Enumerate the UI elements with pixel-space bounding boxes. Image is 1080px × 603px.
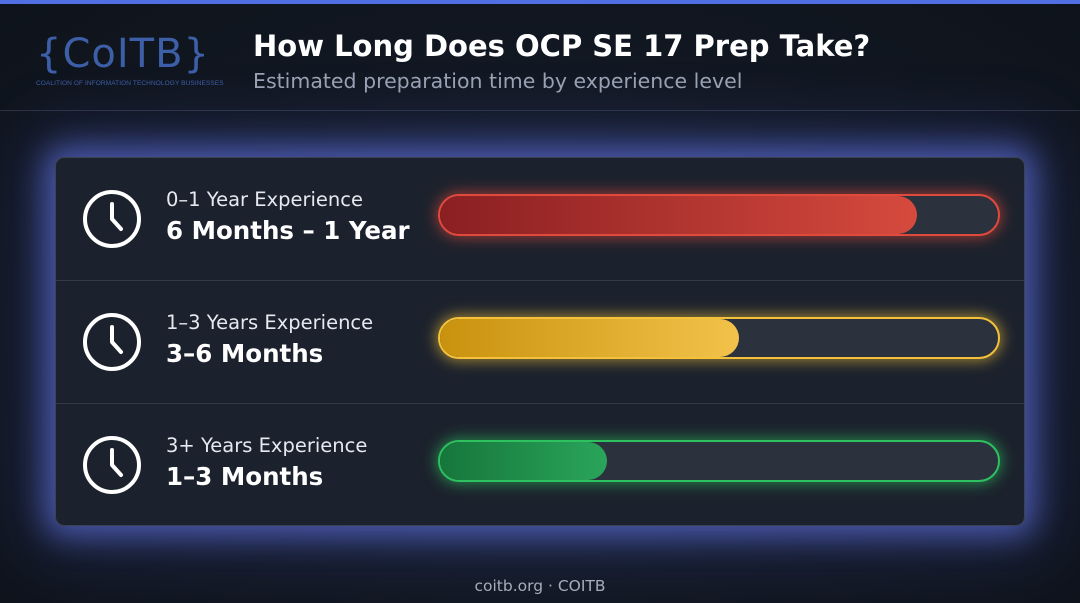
- logo-mark: {CoITB}: [36, 31, 210, 77]
- experience-label: 0–1 Year Experience: [166, 188, 363, 211]
- experience-label: 1–3 Years Experience: [166, 311, 374, 334]
- progress-bar-track: [438, 194, 1000, 236]
- footer-text: coitb.org · COITB: [474, 577, 606, 595]
- top-accent-bar: [0, 0, 1080, 4]
- clock-icon: [83, 436, 141, 494]
- logo-tagline: COALITION OF INFORMATION TECHNOLOGY BUSI…: [36, 80, 224, 87]
- experience-row: 3+ Years Experience 1–3 Months: [56, 403, 1024, 525]
- page-subtitle: Estimated preparation time by experience…: [253, 69, 743, 93]
- experience-panel: 0–1 Year Experience 6 Months – 1 Year 1–…: [55, 157, 1025, 526]
- progress-bar-fill: [440, 319, 739, 357]
- progress-bar-fill: [440, 442, 608, 480]
- progress-bar-track: [438, 440, 1000, 482]
- experience-label: 3+ Years Experience: [166, 434, 368, 457]
- experience-row: 0–1 Year Experience 6 Months – 1 Year: [56, 158, 1024, 281]
- progress-bar-fill: [440, 196, 918, 234]
- prep-time-value: 3–6 Months: [166, 339, 324, 368]
- clock-icon: [83, 190, 141, 248]
- header-divider: [0, 110, 1080, 111]
- clock-icon: [83, 313, 141, 371]
- prep-time-value: 1–3 Months: [166, 462, 324, 491]
- coitb-logo: {CoITB} COALITION OF INFORMATION TECHNOL…: [36, 30, 226, 90]
- experience-row: 1–3 Years Experience 3–6 Months: [56, 280, 1024, 404]
- header: {CoITB} COALITION OF INFORMATION TECHNOL…: [0, 4, 1080, 110]
- prep-time-value: 6 Months – 1 Year: [166, 216, 410, 245]
- page-title: How Long Does OCP SE 17 Prep Take?: [253, 29, 871, 63]
- progress-bar-track: [438, 317, 1000, 359]
